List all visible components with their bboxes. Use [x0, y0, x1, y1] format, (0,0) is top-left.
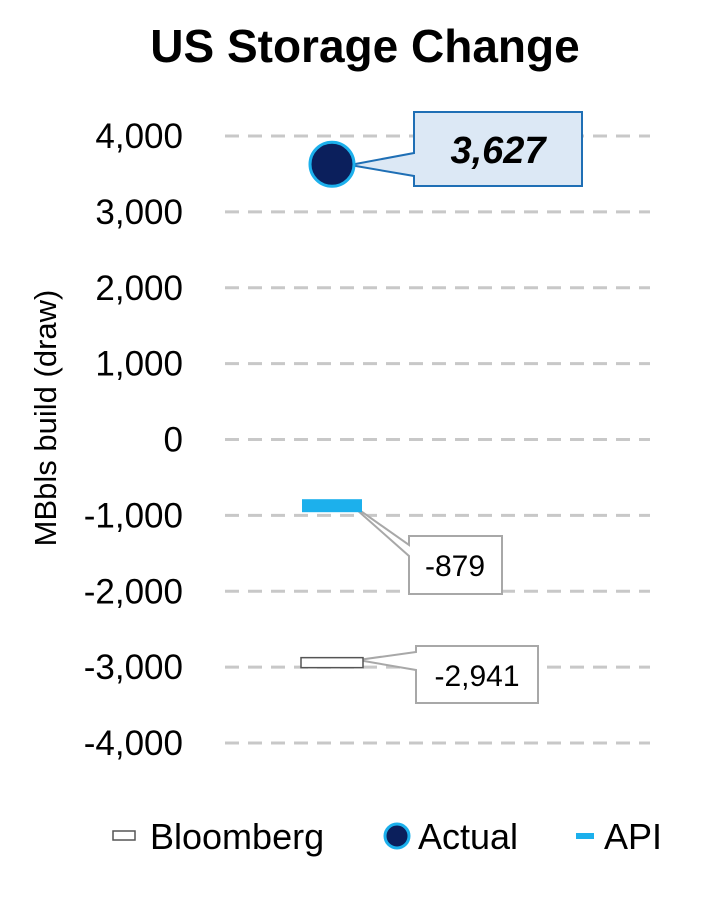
callout-api-label: -879 [425, 550, 485, 583]
gridlines [225, 134, 650, 745]
legend-actual-swatch [383, 822, 411, 850]
callout-bloomberg: -2,941 [357, 645, 539, 704]
chart-title: US Storage Change [150, 20, 579, 72]
legend-actual-label: Actual [418, 816, 518, 857]
callout-actual-label: 3,627 [450, 130, 547, 172]
actual-marker [308, 140, 356, 188]
y-tick-label: 0 [164, 421, 183, 460]
y-tick-label: 3,000 [95, 193, 183, 232]
callout-bloomberg-label: -2,941 [434, 660, 519, 693]
legend-api-swatch [576, 833, 594, 839]
callout-api-box [347, 501, 503, 595]
callout-actual-box [349, 111, 583, 187]
y-tick-label: 2,000 [95, 269, 183, 308]
api-marker [302, 499, 362, 513]
y-tick-label: -2,000 [84, 572, 183, 611]
callout-api: -879 [347, 501, 503, 595]
data-marks: 3,627 -879 -2,941 [300, 111, 583, 704]
y-tick-label: 4,000 [95, 117, 183, 156]
legend-bloomberg-swatch [112, 830, 136, 841]
legend-api-label: API [604, 816, 662, 857]
y-tick-label: -4,000 [84, 724, 183, 763]
legend-bloomberg-label: Bloomberg [150, 816, 324, 857]
y-tick-label: 1,000 [95, 345, 183, 384]
bloomberg-marker [300, 656, 364, 669]
legend: Bloomberg Actual API [112, 816, 662, 857]
y-tick-labels: 4,000 3,000 2,000 1,000 0 -1,000 -2,000 -3,000 -… [84, 117, 183, 763]
callout-bloomberg-box [357, 645, 539, 704]
callout-actual: 3,627 [349, 111, 583, 187]
y-tick-label: -3,000 [84, 648, 183, 687]
y-tick-label: -1,000 [84, 496, 183, 535]
y-axis-label: MBbls build (draw) [28, 290, 63, 547]
